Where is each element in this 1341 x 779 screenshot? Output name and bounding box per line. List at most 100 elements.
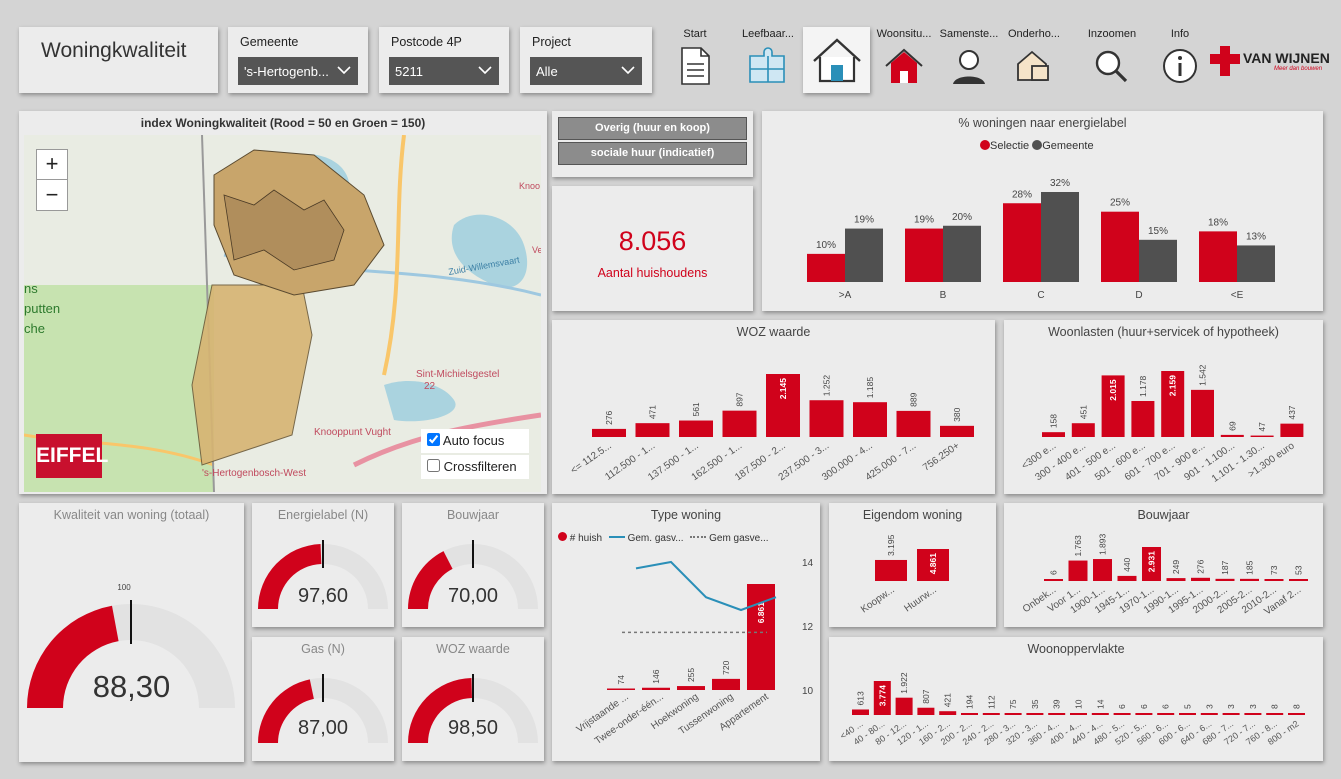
project-select[interactable]: Alle — [530, 57, 642, 85]
nav-onderhoud[interactable]: Onderho... — [1003, 28, 1065, 86]
woz-bar — [853, 402, 887, 437]
house-icon — [813, 38, 861, 83]
legend-label: Gem. gasv... — [627, 533, 684, 544]
gauge-value: 87,00 — [297, 717, 349, 739]
lasten-data-label: 2.159 — [1168, 375, 1178, 397]
segment-sociale-huur-button[interactable]: sociale huur (indicatief) — [558, 142, 747, 165]
map-place: che — [24, 321, 45, 336]
puzzle-icon — [749, 47, 785, 83]
legend-dot-red — [980, 140, 990, 150]
nav-woonsituatie[interactable]: Woonsitu... — [873, 28, 935, 86]
nav-label: Samenste... — [939, 28, 999, 40]
document-icon — [681, 47, 710, 85]
energy-data-label: 32% — [1050, 178, 1070, 189]
opp-data-label: 807 — [921, 689, 931, 703]
zoom-out-button[interactable]: − — [36, 179, 68, 211]
opp-bar — [917, 707, 935, 715]
zoom-in-button[interactable]: + — [36, 149, 68, 179]
map-canvas[interactable]: Sint-Michielsgestel 22 Knooppunt Vught '… — [24, 135, 541, 492]
nav-woningkwaliteit-active[interactable] — [803, 27, 870, 93]
nav-leefbaarheid[interactable]: Leefbaar... — [737, 28, 799, 86]
nav-label: Inzoomen — [1087, 28, 1137, 40]
nav-info[interactable]: Info — [1149, 28, 1211, 86]
gauge-fill — [258, 679, 314, 743]
opp-data-label: 421 — [943, 693, 953, 707]
opp-bar — [1244, 713, 1262, 715]
energy-bar-gemeente — [943, 225, 981, 282]
nav-inzoomen[interactable]: Inzoomen — [1081, 28, 1143, 86]
woz-bar — [679, 420, 713, 437]
energy-chart: 10% 19% >A 19% 20% B 28% 32% C 25% 15% D 18% 13% <E — [807, 178, 1275, 301]
legend-label: # huish — [569, 533, 603, 544]
crossfilter-toggle[interactable]: Crossfilteren — [421, 455, 529, 479]
filter-gemeente[interactable]: Gemeente 's-Hertogenb... — [228, 27, 368, 93]
gauge-card-woz: WOZ waarde 98,50 — [402, 637, 544, 761]
bouwjaar-bar — [1264, 579, 1284, 581]
energy-bar-gemeente — [1041, 192, 1079, 282]
type-data-label: 720 — [721, 660, 731, 674]
opp-data-label: 10 — [1073, 699, 1083, 709]
filter-postcode[interactable]: Postcode 4P 5211 — [379, 27, 509, 93]
opp-bar — [1070, 713, 1087, 715]
opp-title: Woonoppervlakte — [1027, 642, 1125, 656]
auto-focus-checkbox[interactable] — [427, 433, 440, 446]
nav-samenstelling[interactable]: Samenste... — [938, 28, 1000, 86]
gauge-value: 70,00 — [447, 585, 499, 607]
opp-data-label: 6 — [1139, 704, 1149, 709]
map-place: Knooppunt Vught — [314, 427, 391, 438]
energy-bar-selectie — [1101, 211, 1139, 282]
woz-data-label: 1.252 — [821, 375, 831, 397]
chevron-down-icon — [336, 62, 352, 81]
eigendom-chart: 3.195 Koopw... 4.861 Huurw... — [859, 534, 949, 615]
gauge-card-bouwjaar: Bouwjaar 70,00 — [402, 503, 544, 627]
type-bar — [642, 687, 670, 690]
eigendom-card: Eigendom woning 3.195 Koopw... 4.861 Huurw.… — [829, 503, 996, 627]
gauge-fill — [27, 605, 119, 708]
woz-bar — [592, 428, 626, 437]
gauge-gas — [258, 674, 388, 743]
lasten-card: Woonlasten (huur+servicek of hypotheek) … — [1004, 320, 1323, 494]
woz-data-label: 380 — [952, 407, 962, 421]
type-y-tick: 10 — [802, 686, 814, 697]
nav-label: Info — [1170, 28, 1190, 40]
energy-data-label: 19% — [914, 215, 934, 226]
bouwjaar-card: Bouwjaar 6 Onbek... 1.763 Voor 1... 1.893 190… — [1004, 503, 1323, 627]
segment-overig-button[interactable]: Overig (huur en koop) — [558, 117, 747, 140]
bouwjaar-data-label: 276 — [1195, 559, 1205, 573]
map-title: index Woningkwaliteit (Rood = 50 en Groe… — [140, 116, 426, 130]
woz-data-label: 2.145 — [778, 378, 788, 400]
type-data-label: 6.861 — [756, 602, 766, 624]
crossfilter-checkbox[interactable] — [427, 459, 440, 472]
filter-project[interactable]: Project Alle — [520, 27, 652, 93]
energy-bar-gemeente — [845, 228, 883, 282]
opp-data-label: 5 — [1182, 704, 1192, 709]
lasten-data-label: 1.178 — [1138, 375, 1148, 397]
energy-tick-label: >A — [839, 290, 852, 301]
lasten-bar — [1101, 375, 1125, 437]
gauge-title: WOZ waarde — [436, 642, 510, 656]
gauge-value: 88,30 — [92, 669, 171, 704]
gemeente-select[interactable]: 's-Hertogenb... — [238, 57, 358, 85]
type-data-label: 255 — [686, 668, 696, 682]
type-bar — [712, 678, 740, 690]
eigendom-title: Eigendom woning — [862, 508, 963, 522]
legend-dot-red — [558, 532, 567, 541]
postcode-select[interactable]: 5211 — [389, 57, 499, 85]
energy-bar-selectie — [1199, 231, 1237, 282]
type-title: Type woning — [650, 508, 722, 522]
type-y-tick: 12 — [802, 622, 814, 633]
opp-data-label: 3 — [1204, 704, 1214, 709]
woz-data-label: 276 — [604, 410, 614, 424]
legend-label: Gemeente — [1042, 140, 1094, 152]
legend-line-dotted — [690, 536, 707, 538]
opp-data-label: 8 — [1291, 704, 1301, 709]
opp-data-label: 75 — [1008, 699, 1018, 709]
opp-data-label: 613 — [855, 691, 865, 705]
legend-label: Gem gasve... — [709, 533, 769, 544]
auto-focus-toggle[interactable]: Auto focus — [421, 429, 529, 453]
type-y-tick: 14 — [802, 558, 814, 569]
kpi-value: 8.056 — [618, 226, 687, 256]
nav-start[interactable]: Start — [664, 28, 726, 86]
energy-data-label: 28% — [1012, 189, 1032, 200]
bouwjaar-bar — [1191, 577, 1210, 581]
